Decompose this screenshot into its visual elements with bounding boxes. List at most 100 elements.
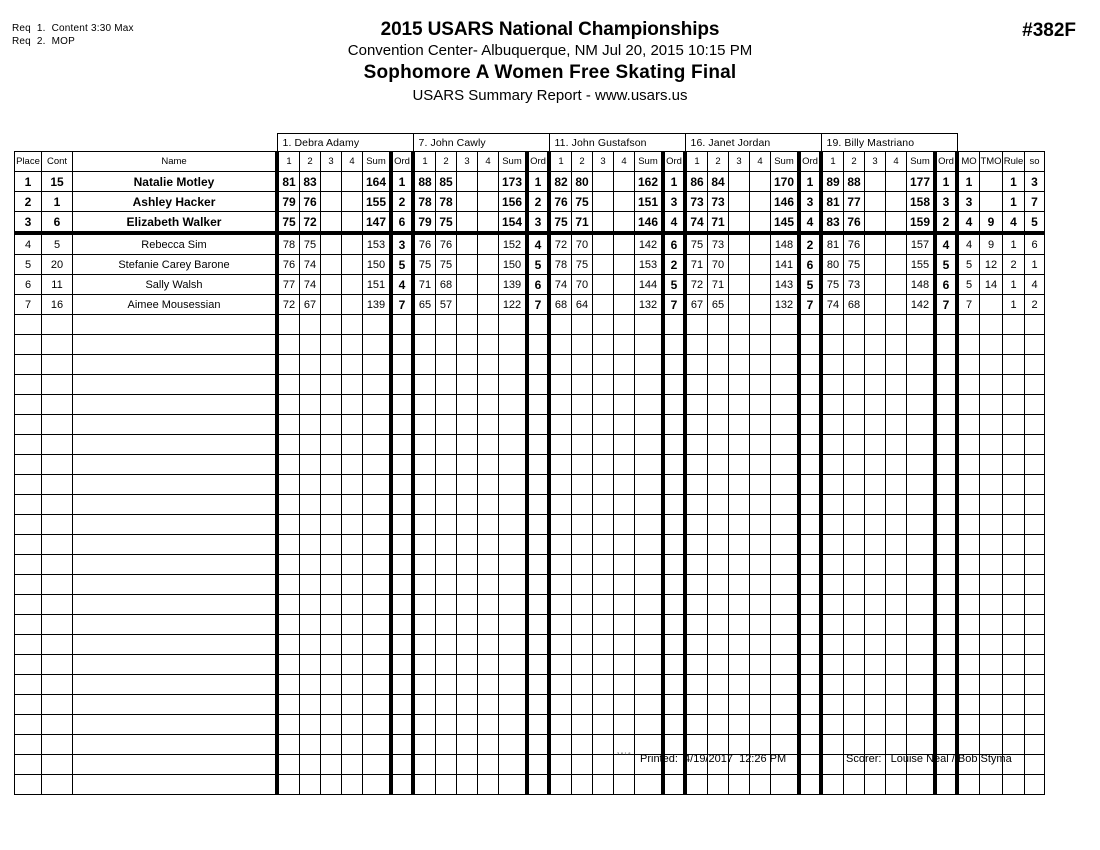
cell-j5-ord: 2	[933, 211, 959, 235]
empty-cell-mo	[956, 514, 980, 535]
cell-j2-sum: 152	[498, 232, 528, 255]
empty-cell-j4-s2	[707, 494, 729, 515]
cell-j4-sum: 132	[770, 294, 800, 315]
empty-cell-j3-s2	[571, 674, 593, 695]
empty-cell-j5-s2	[843, 434, 865, 455]
cell-j5-score2: 77	[843, 191, 865, 212]
empty-cell-j3-s3	[592, 714, 614, 735]
empty-cell-j5-s3	[864, 394, 886, 415]
empty-cell-j3-sum	[634, 434, 664, 455]
col-header-j2-3: 3	[456, 151, 478, 172]
cell-j4-ord: 6	[797, 254, 823, 275]
empty-cell-j1-s4	[341, 554, 363, 575]
table-row: 4 5 Rebecca Sim 78 75 153 3 76 76 152 4 72 70 142 6 75 7…	[14, 232, 1045, 255]
empty-cell-mo	[956, 334, 980, 355]
empty-cell-j3-s3	[592, 414, 614, 435]
cell-j5-ord: 5	[933, 254, 959, 275]
empty-cell-j1-s4	[341, 454, 363, 475]
cell-j3-score1: 78	[547, 254, 572, 275]
empty-cell-j2-s1	[411, 394, 436, 415]
empty-cell-j2-s4	[477, 634, 499, 655]
empty-cell-j3-ord	[661, 394, 687, 415]
col-header-j3-ord: Ord	[661, 151, 687, 172]
empty-cell-name	[72, 634, 278, 655]
empty-cell-j2-s2	[435, 374, 457, 395]
cell-j2-score1: 65	[411, 294, 436, 315]
empty-cell-j2-s1	[411, 414, 436, 435]
empty-cell-j1-s1	[275, 654, 300, 675]
empty-cell-cont	[41, 614, 73, 635]
empty-cell-tmo	[979, 774, 1003, 795]
cell-cont: 11	[41, 274, 73, 295]
judge-band-row: 1. Debra Adamy 7. John Cawly 11. John Gust…	[15, 133, 1045, 152]
empty-cell-j3-s3	[592, 574, 614, 595]
empty-cell-j2-s4	[477, 514, 499, 535]
cell-j1-score3	[320, 232, 342, 255]
empty-cell-j5-sum	[906, 554, 936, 575]
empty-cell-j3-sum	[634, 574, 664, 595]
empty-cell-j4-s1	[683, 654, 708, 675]
report-subtitle: USARS Summary Report - www.usars.us	[412, 87, 688, 104]
empty-cell-j2-s3	[456, 554, 478, 575]
empty-cell-j1-ord	[389, 634, 415, 655]
empty-table-row	[14, 634, 1045, 655]
empty-cell-j1-s1	[275, 694, 300, 715]
cell-j1-score2: 75	[299, 232, 321, 255]
empty-cell-j1-s2	[299, 434, 321, 455]
cell-j3-score3	[592, 294, 614, 315]
cell-rule: 1	[1002, 171, 1025, 192]
cell-j2-score3	[456, 274, 478, 295]
empty-cell-j3-s1	[547, 334, 572, 355]
empty-cell-j4-s4	[749, 534, 771, 555]
cell-j1-score3	[320, 274, 342, 295]
cell-j4-score4	[749, 274, 771, 295]
empty-cell-j5-s1	[819, 354, 844, 375]
cell-j2-score3	[456, 254, 478, 275]
cell-j5-score4	[885, 211, 907, 235]
empty-cell-rule	[1002, 334, 1025, 355]
empty-cell-j5-sum	[906, 494, 936, 515]
empty-cell-j2-s3	[456, 474, 478, 495]
col-header-j2-sum: Sum	[498, 151, 528, 172]
cell-j3-score2: 64	[571, 294, 593, 315]
empty-cell-j4-s2	[707, 614, 729, 635]
empty-cell-j4-s1	[683, 614, 708, 635]
empty-cell-j4-s2	[707, 534, 729, 555]
empty-cell-j5-ord	[933, 614, 959, 635]
empty-cell-j5-s2	[843, 354, 865, 375]
empty-cell-j4-s2	[707, 474, 729, 495]
cell-j4-score3	[728, 171, 750, 192]
judge-header-4: 16. Janet Jordan	[684, 133, 822, 152]
cell-j3-score1: 74	[547, 274, 572, 295]
empty-cell-j3-sum	[634, 554, 664, 575]
cell-rule: 2	[1002, 254, 1025, 275]
empty-cell-name	[72, 514, 278, 535]
empty-cell-j5-s1	[819, 334, 844, 355]
cell-j4-ord: 7	[797, 294, 823, 315]
empty-cell-tmo	[979, 634, 1003, 655]
empty-cell-j5-s1	[819, 674, 844, 695]
empty-cell-j5-s4	[885, 434, 907, 455]
empty-cell-j2-ord	[525, 534, 551, 555]
cell-cont: 16	[41, 294, 73, 315]
empty-cell-j5-s2	[843, 674, 865, 695]
col-header-j2-1: 1	[411, 151, 436, 172]
empty-cell-j2-s1	[411, 554, 436, 575]
empty-cell-j5-s3	[864, 314, 886, 335]
empty-cell-j2-s1	[411, 634, 436, 655]
empty-cell-j4-sum	[770, 634, 800, 655]
empty-cell-j5-ord	[933, 474, 959, 495]
empty-cell-j4-sum	[770, 354, 800, 375]
empty-cell-j2-s4	[477, 434, 499, 455]
empty-cell-j3-ord	[661, 774, 687, 795]
cell-j3-sum: 132	[634, 294, 664, 315]
empty-cell-place	[14, 374, 42, 395]
cell-j5-score2: 88	[843, 171, 865, 192]
cell-j5-score3	[864, 191, 886, 212]
empty-cell-j4-ord	[797, 314, 823, 335]
empty-cell-j1-s3	[320, 454, 342, 475]
cell-j3-ord: 3	[661, 191, 687, 212]
empty-cell-j4-s2	[707, 714, 729, 735]
results-grid-container: 1. Debra Adamy 7. John Cawly 11. John Gust…	[14, 133, 1045, 795]
empty-cell-so	[1024, 374, 1045, 395]
